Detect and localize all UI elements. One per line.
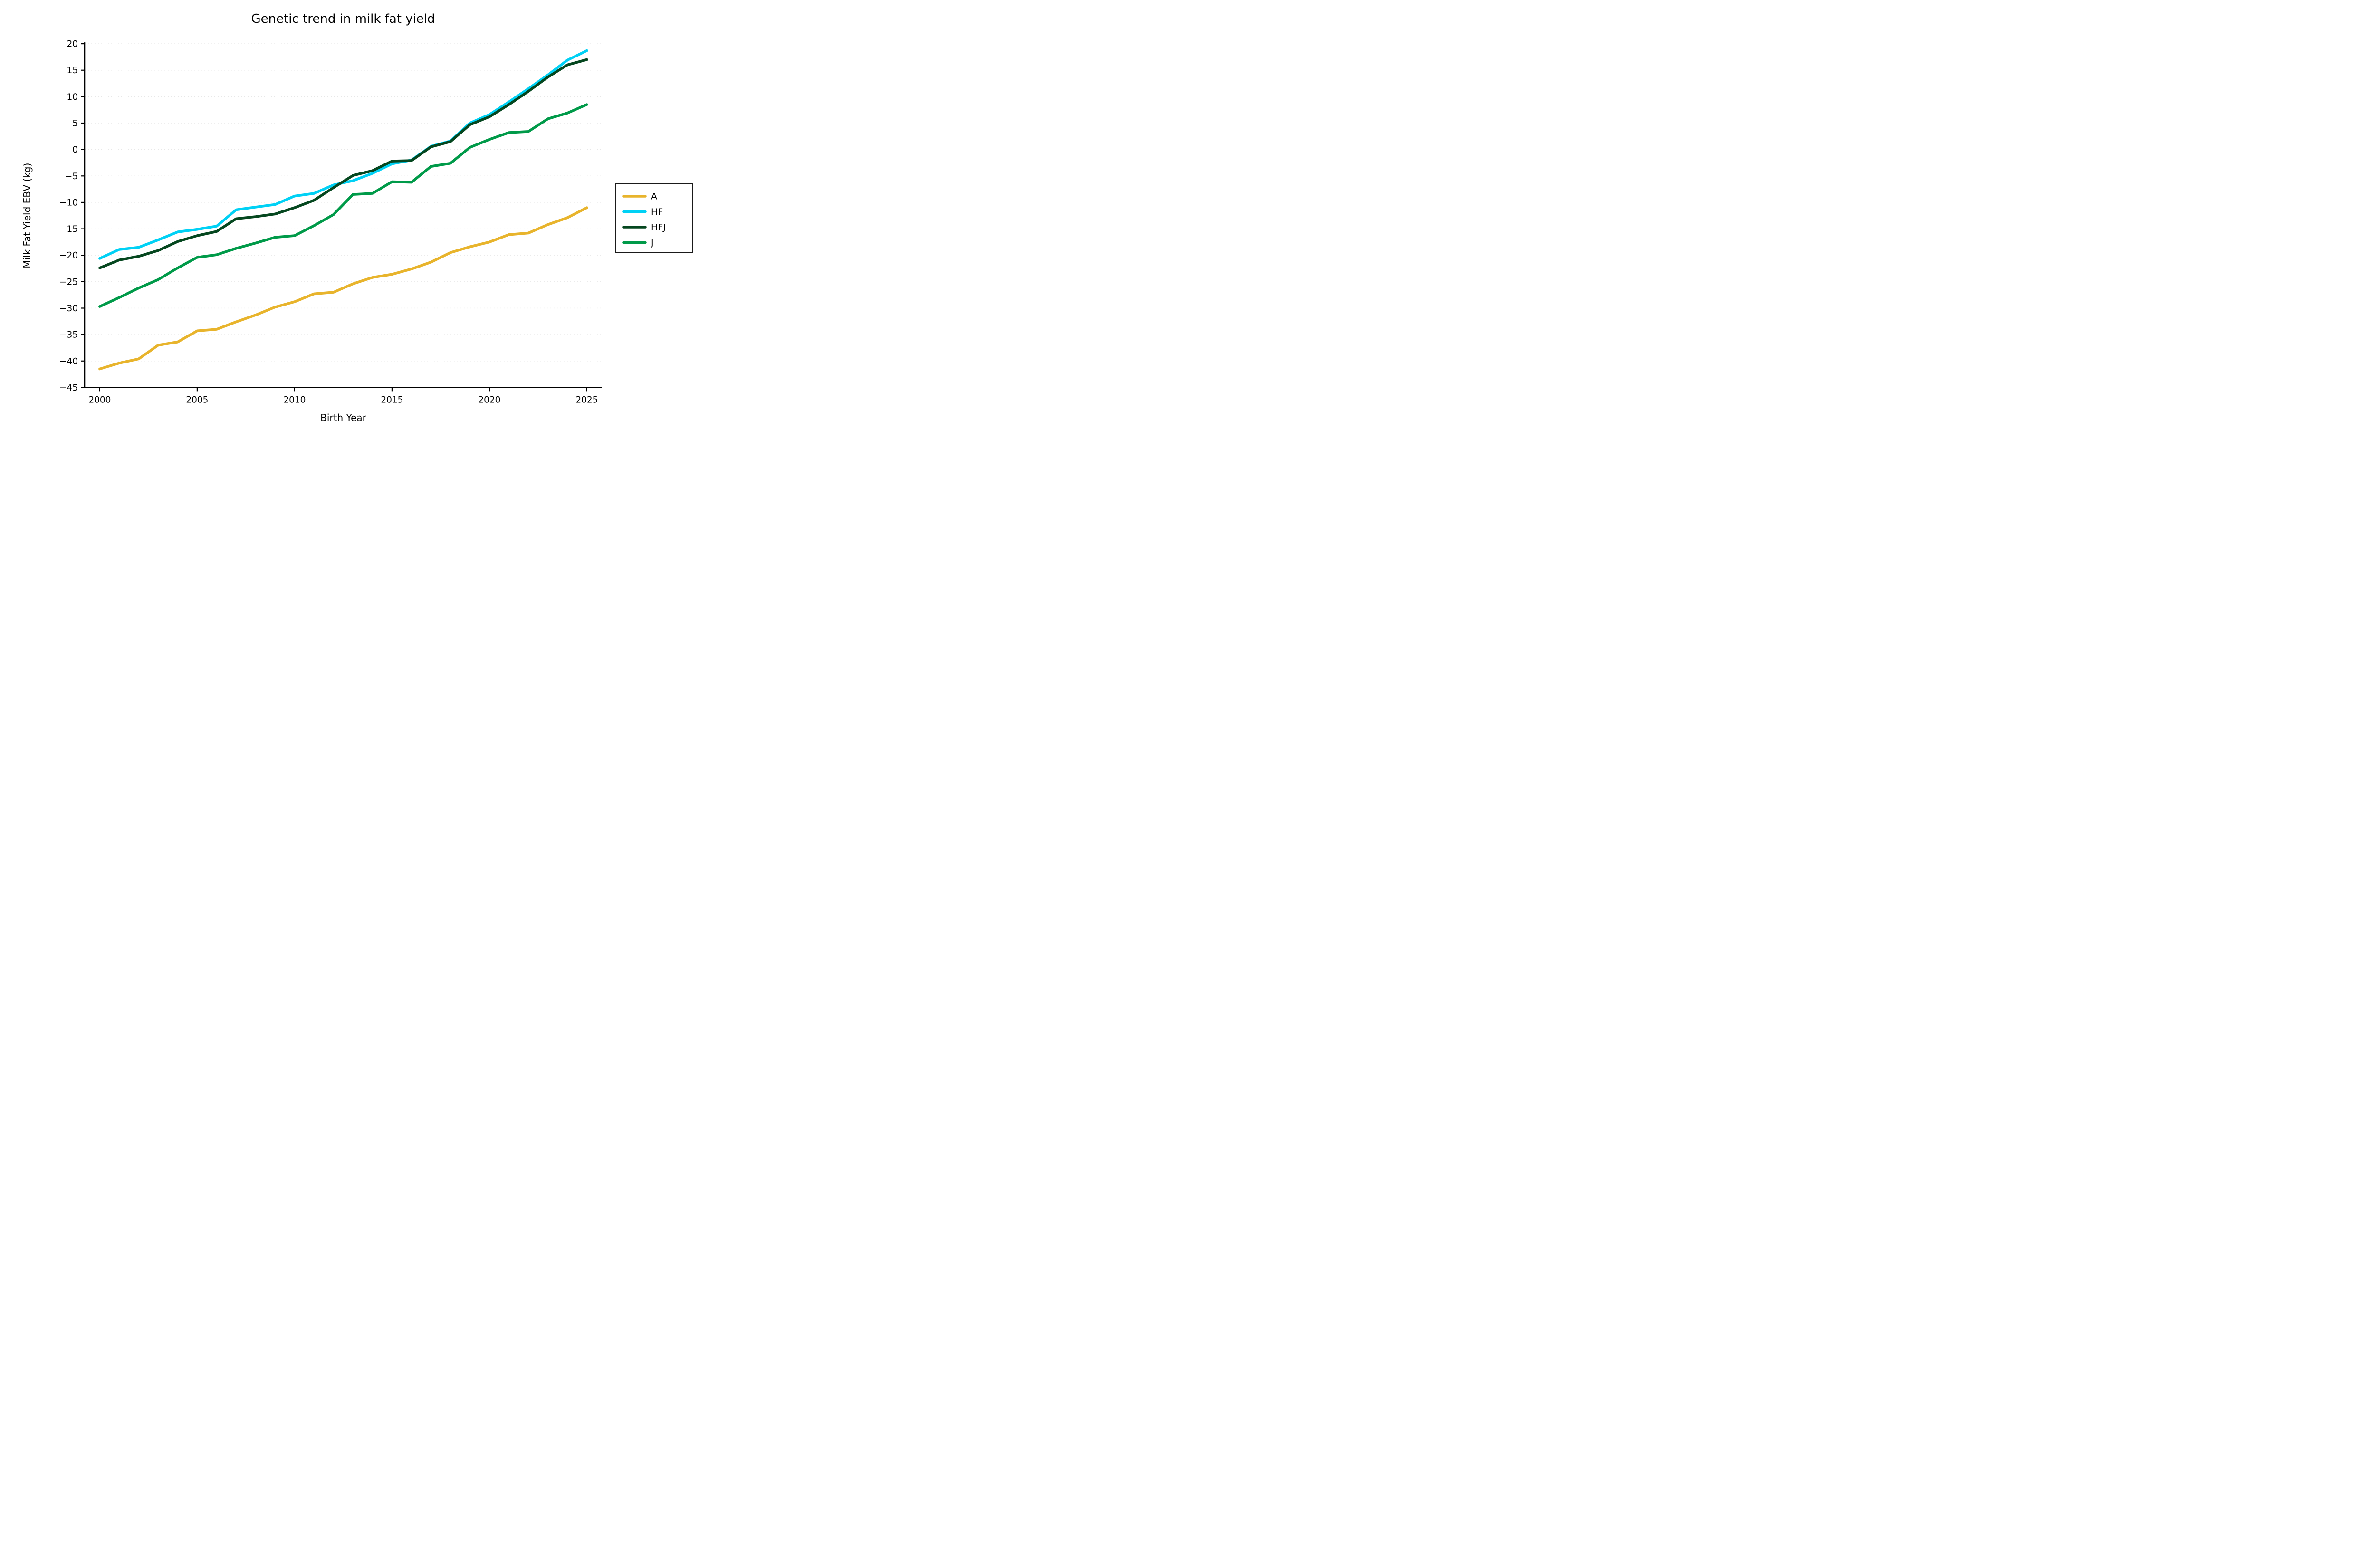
series-line-J (98, 103, 588, 308)
x-tick-label: 2010 (283, 395, 306, 405)
y-tick-label: −15 (59, 224, 78, 234)
series-line-HF (98, 49, 588, 260)
x-tick-label: 2025 (575, 395, 598, 405)
y-tick-label: −20 (59, 251, 78, 261)
y-tick-label: −40 (59, 356, 78, 366)
legend-label: J (651, 238, 654, 248)
legend-item-HFJ: HFJ (622, 222, 666, 233)
y-tick-label: 10 (67, 92, 78, 102)
x-tick-label: 2015 (381, 395, 403, 405)
chart-title: Genetic trend in milk fat yield (251, 12, 435, 26)
y-tick-label: −10 (59, 198, 78, 208)
y-tick-label: 20 (67, 39, 78, 49)
y-tick-label: −30 (59, 304, 78, 314)
y-tick-label: −5 (65, 172, 78, 182)
legend-label: A (651, 191, 657, 202)
legend: A HF HFJ J (615, 183, 693, 253)
chart-canvas: 20 15 10 5 0 −5 −10 −15 −20 −25 −30 −35 −40 −45 2000 20… (0, 0, 734, 448)
series-line-HFJ (98, 58, 588, 269)
y-axis-label: Milk Fat Yield EBV (kg) (21, 163, 33, 268)
y-tick-label: 5 (72, 119, 78, 129)
x-tick-label: 2005 (186, 395, 208, 405)
legend-item-HF: HF (622, 207, 663, 217)
x-tick-label: 2020 (478, 395, 500, 405)
y-tick-label: −45 (59, 383, 78, 393)
legend-item-J: J (622, 238, 654, 248)
data-series-lines (98, 49, 588, 371)
y-tick-label: −35 (59, 330, 78, 340)
axis-ticks (81, 43, 588, 392)
x-tick-label: 2000 (88, 395, 111, 405)
legend-item-A: A (622, 191, 657, 202)
legend-label: HFJ (651, 222, 666, 233)
legend-box (615, 183, 693, 253)
y-tick-label: 15 (67, 66, 78, 76)
y-tick-label: 0 (72, 145, 78, 155)
legend-label: HF (651, 207, 663, 217)
axes-spines (84, 42, 602, 388)
series-line-A (98, 206, 588, 371)
y-tick-label: −25 (59, 277, 78, 287)
x-axis-label: Birth Year (320, 412, 366, 423)
